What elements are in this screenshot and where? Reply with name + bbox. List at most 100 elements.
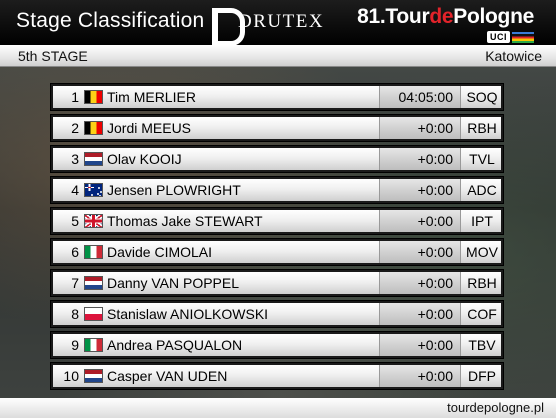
table-row: 2 Jordi MEEUS +0:00 RBH — [50, 114, 504, 142]
rider-position: 10 — [63, 368, 79, 384]
flag-ita-icon — [84, 338, 103, 352]
rider-position: 9 — [71, 337, 79, 353]
rider-name: Danny VAN POPPEL — [107, 275, 240, 291]
sponsor-name: DRUTEX — [238, 11, 325, 32]
table-row: 3 Olav KOOIJ +0:00 TVL — [50, 145, 504, 173]
rider-name: Olav KOOIJ — [107, 151, 182, 167]
time-cell: +0:00 — [379, 334, 461, 356]
team-code: DFP — [468, 368, 496, 384]
flag-pol-icon — [84, 307, 103, 321]
rider-time: +0:00 — [417, 337, 453, 353]
rider-time: +0:00 — [417, 244, 453, 260]
flag-ned-icon — [84, 152, 103, 166]
row-body: 9 Andrea PASQUALON +0:00 TBV — [53, 334, 501, 356]
table-row: 9 Andrea PASQUALON +0:00 TBV — [50, 331, 504, 359]
team-code: TBV — [468, 337, 496, 353]
rider-name: Thomas Jake STEWART — [107, 213, 263, 229]
row-body: 8 Stanislaw ANIOLKOWSKI +0:00 COF — [53, 303, 501, 325]
team-code: MOV — [466, 244, 498, 260]
stage-label: 5th STAGE — [18, 48, 88, 64]
sponsor-logo: DRUTEX — [212, 8, 325, 46]
table-row: 8 Stanislaw ANIOLKOWSKI +0:00 COF — [50, 300, 504, 328]
time-cell: +0:00 — [379, 303, 461, 325]
rider-time: +0:00 — [417, 213, 453, 229]
team-code: RBH — [467, 120, 497, 136]
rider-position: 3 — [71, 151, 79, 167]
uci-worldtour-logo: UCI — [487, 31, 534, 43]
star-icon — [97, 193, 99, 195]
row-body: 2 Jordi MEEUS +0:00 RBH — [53, 117, 501, 139]
time-cell: 04:05:00 — [379, 86, 461, 108]
team-code: COF — [467, 306, 497, 322]
stage-city: Katowice — [485, 48, 542, 64]
row-body: 6 Davide CIMOLAI +0:00 MOV — [53, 241, 501, 263]
time-cell: +0:00 — [379, 365, 461, 387]
header-bar: Stage Classification DRUTEX 81.TourdePol… — [0, 0, 556, 46]
row-body: 7 Danny VAN POPPEL +0:00 RBH — [53, 272, 501, 294]
flag-bel-icon — [84, 90, 103, 104]
team-code: SOQ — [466, 89, 498, 105]
tour-name-suffix: Pologne — [453, 5, 534, 28]
stage-bar: 5th STAGE Katowice — [0, 45, 556, 67]
table-row: 10 Casper VAN UDEN +0:00 DFP — [50, 362, 504, 390]
team-code: TVL — [469, 151, 495, 167]
team-code: ADC — [467, 182, 497, 198]
star-icon — [100, 191, 102, 193]
row-body: 1 Tim MERLIER 04:05:00 SOQ — [53, 86, 501, 108]
team-code: IPT — [471, 213, 493, 229]
rider-position: 5 — [71, 213, 79, 229]
rider-position: 8 — [71, 306, 79, 322]
table-row: 6 Davide CIMOLAI +0:00 MOV — [50, 238, 504, 266]
table-row: 4 Jensen PLOWRIGHT +0:00 ADC — [50, 176, 504, 204]
time-cell: +0:00 — [379, 210, 461, 232]
rider-time: 04:05:00 — [398, 89, 454, 105]
rider-position: 2 — [71, 120, 79, 136]
time-cell: +0:00 — [379, 272, 461, 294]
footer-bar: tourdepologne.pl — [0, 398, 556, 418]
rider-name: Tim MERLIER — [107, 89, 196, 105]
rider-position: 4 — [71, 182, 79, 198]
flag-gbr-icon — [84, 214, 103, 228]
rider-name: Andrea PASQUALON — [107, 337, 243, 353]
row-body: 4 Jensen PLOWRIGHT +0:00 ADC — [53, 179, 501, 201]
row-body: 10 Casper VAN UDEN +0:00 DFP — [53, 365, 501, 387]
page-title: Stage Classification — [16, 9, 205, 32]
rider-name: Davide CIMOLAI — [107, 244, 213, 260]
rider-name: Casper VAN UDEN — [107, 368, 228, 384]
tour-name-prefix: 81.Tour — [357, 5, 430, 28]
flag-ned-icon — [84, 369, 103, 383]
rider-position: 7 — [71, 275, 79, 291]
time-cell: +0:00 — [379, 179, 461, 201]
star-icon — [98, 187, 100, 189]
rider-time: +0:00 — [417, 151, 453, 167]
table-row: 5 Thomas Jake STEWART +0:00 IPT — [50, 207, 504, 235]
row-body: 5 Thomas Jake STEWART +0:00 IPT — [53, 210, 501, 232]
flag-aus-icon — [84, 183, 103, 197]
flag-bel-icon — [84, 121, 103, 135]
time-cell: +0:00 — [379, 148, 461, 170]
rider-time: +0:00 — [417, 275, 453, 291]
uci-stripes-icon — [512, 31, 534, 43]
drutex-logo-icon — [212, 8, 245, 46]
tour-name: 81.TourdePologne — [357, 5, 534, 29]
star-icon — [91, 194, 93, 196]
time-cell: +0:00 — [379, 117, 461, 139]
rider-time: +0:00 — [417, 368, 453, 384]
flag-ita-icon — [84, 245, 103, 259]
tour-name-accent: de — [429, 5, 454, 28]
rider-name: Stanislaw ANIOLKOWSKI — [107, 306, 269, 322]
rider-position: 6 — [71, 244, 79, 260]
rider-name: Jensen PLOWRIGHT — [107, 182, 241, 198]
footer-url: tourdepologne.pl — [447, 400, 544, 415]
flag-ned-icon — [84, 276, 103, 290]
star-icon — [99, 195, 101, 196]
team-code: RBH — [467, 275, 497, 291]
row-body: 3 Olav KOOIJ +0:00 TVL — [53, 148, 501, 170]
time-cell: +0:00 — [379, 241, 461, 263]
tour-logo: 81.TourdePologne UCI — [357, 5, 534, 43]
uci-badge: UCI — [487, 31, 510, 43]
rider-time: +0:00 — [417, 306, 453, 322]
table-row: 1 Tim MERLIER 04:05:00 SOQ — [50, 83, 504, 111]
rider-time: +0:00 — [417, 182, 453, 198]
rider-time: +0:00 — [417, 120, 453, 136]
